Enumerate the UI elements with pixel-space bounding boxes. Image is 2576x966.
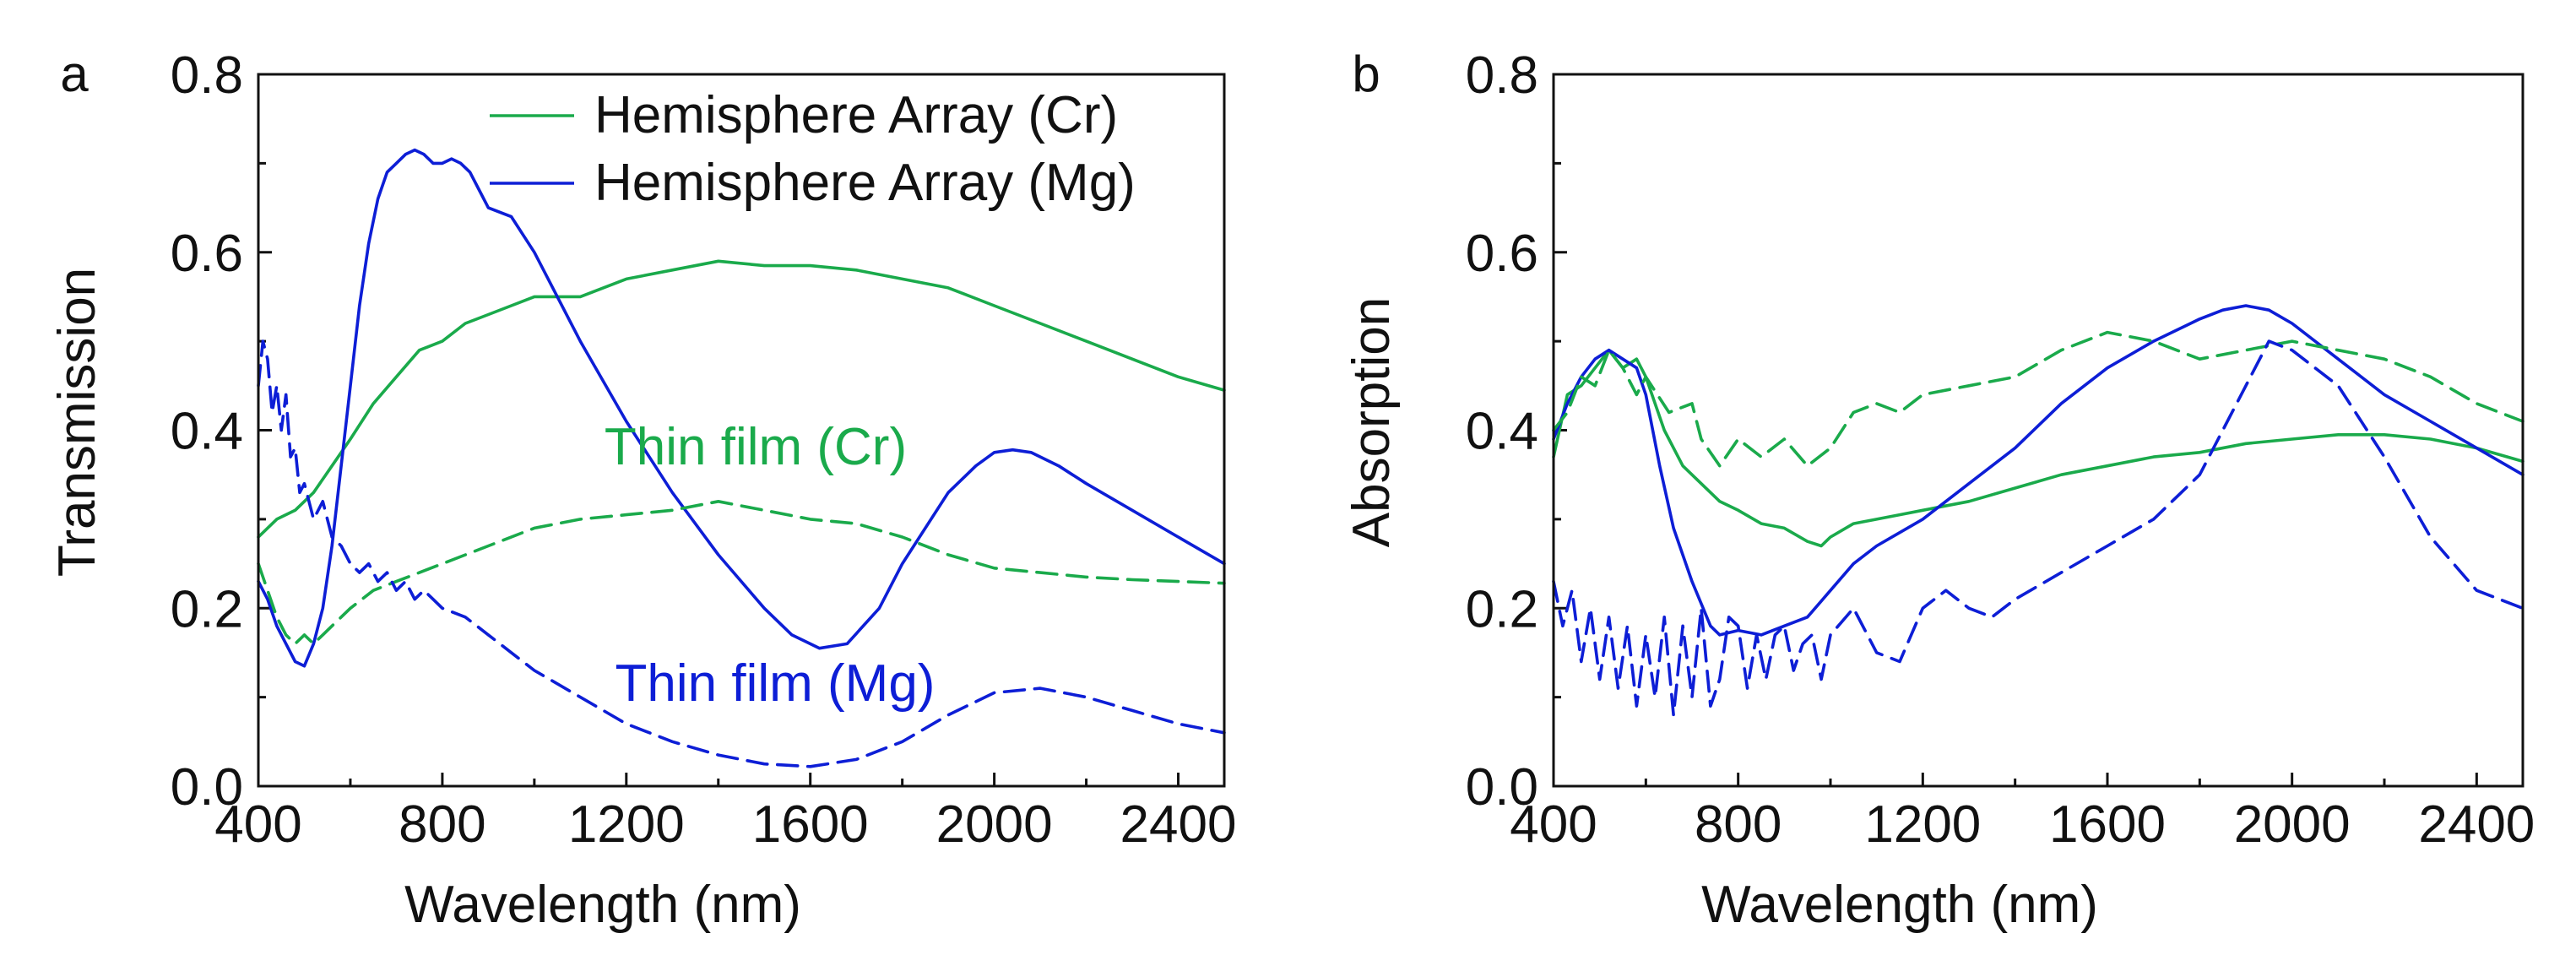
panel-b-x-tick-label: 1600 — [2049, 795, 2166, 854]
legend-label-mg: Hemisphere Array (Mg) — [594, 154, 1136, 212]
panel-b-ticks: 400 800 1200 1600 2000 2400 0.0 0.2 0.4 0.6 0.8 — [1466, 46, 2535, 854]
panel-b-y-tick-label: 0.2 — [1466, 580, 1538, 638]
panel-a-x-tick-label: 400 — [214, 795, 301, 854]
panel-a-y-tick-label: 0.8 — [171, 46, 243, 105]
panel-a-y-tick-label: 0.6 — [171, 225, 243, 283]
panel-a-x-axis-title: Wavelength (nm) — [404, 876, 801, 934]
panel-b-x-tick-label: 2400 — [2418, 795, 2535, 854]
panel-a-y-tick-label: 0.4 — [171, 403, 243, 461]
panel-a-ticks: 400 800 1200 1600 2000 2400 0.0 0.2 0.4 0.6 0.8 — [171, 46, 1237, 854]
panel-b-x-tick-label: 1200 — [1864, 795, 1981, 854]
panel-a-legend: Hemisphere Array (Cr) Hemisphere Array (… — [490, 86, 1136, 212]
panel-a-x-tick-label: 800 — [399, 795, 485, 854]
panel-b-absorption-chart: b Absorption Wavelength (nm) 400 800 1200 1… — [1342, 46, 2535, 934]
panel-a-series-thin-film-cr — [257, 499, 1226, 646]
panel-b-y-tick-label: 0.4 — [1466, 403, 1538, 461]
panel-a-plot-frame — [257, 73, 1226, 788]
panel-b-x-tick-label: 400 — [1510, 795, 1597, 854]
panel-b-series — [1552, 304, 2524, 717]
panel-b-series-thin-film-mg — [1552, 339, 2524, 717]
panel-a-series-hemisphere-array-mg — [257, 148, 1226, 668]
panel-b-plot-frame — [1552, 73, 2524, 788]
panel-b-x-tick-label: 800 — [1695, 795, 1782, 854]
panel-a-y-axis-title: Transmission — [48, 268, 106, 577]
panel-b-series-hemisphere-array-cr — [1552, 348, 2524, 548]
panel-a-transmission-chart: a Transmission Wavelength (nm) 400 800 120… — [48, 46, 1236, 934]
panel-b-y-axis-title: Absorption — [1342, 297, 1401, 547]
panel-b-label: b — [1352, 46, 1380, 102]
panel-a-label: a — [60, 46, 89, 102]
panel-b-x-axis-title: Wavelength (nm) — [1701, 876, 2098, 934]
annotation-thin-film-cr: Thin film (Cr) — [605, 418, 907, 476]
annotation-thin-film-mg: Thin film (Mg) — [616, 654, 935, 713]
panel-a-x-tick-label: 1200 — [568, 795, 685, 854]
panel-b-y-tick-label: 0.0 — [1466, 758, 1538, 817]
panel-a-x-tick-label: 2000 — [936, 795, 1053, 854]
panel-b-x-tick-label: 2000 — [2234, 795, 2351, 854]
panel-a-series-thin-film-mg — [257, 339, 1226, 768]
panel-a-x-tick-label: 2400 — [1120, 795, 1237, 854]
panel-a-y-tick-label: 0.0 — [171, 758, 243, 817]
legend-label-cr: Hemisphere Array (Cr) — [594, 86, 1118, 144]
panel-b-series-thin-film-cr — [1552, 330, 2524, 468]
panel-b-y-tick-label: 0.6 — [1466, 225, 1538, 283]
panel-b-y-tick-label: 0.8 — [1466, 46, 1538, 105]
panel-b-series-hemisphere-array-mg — [1552, 304, 2524, 637]
panel-a-series — [257, 148, 1226, 768]
panel-a-y-tick-label: 0.2 — [171, 580, 243, 638]
panel-a-x-tick-label: 1600 — [752, 795, 869, 854]
